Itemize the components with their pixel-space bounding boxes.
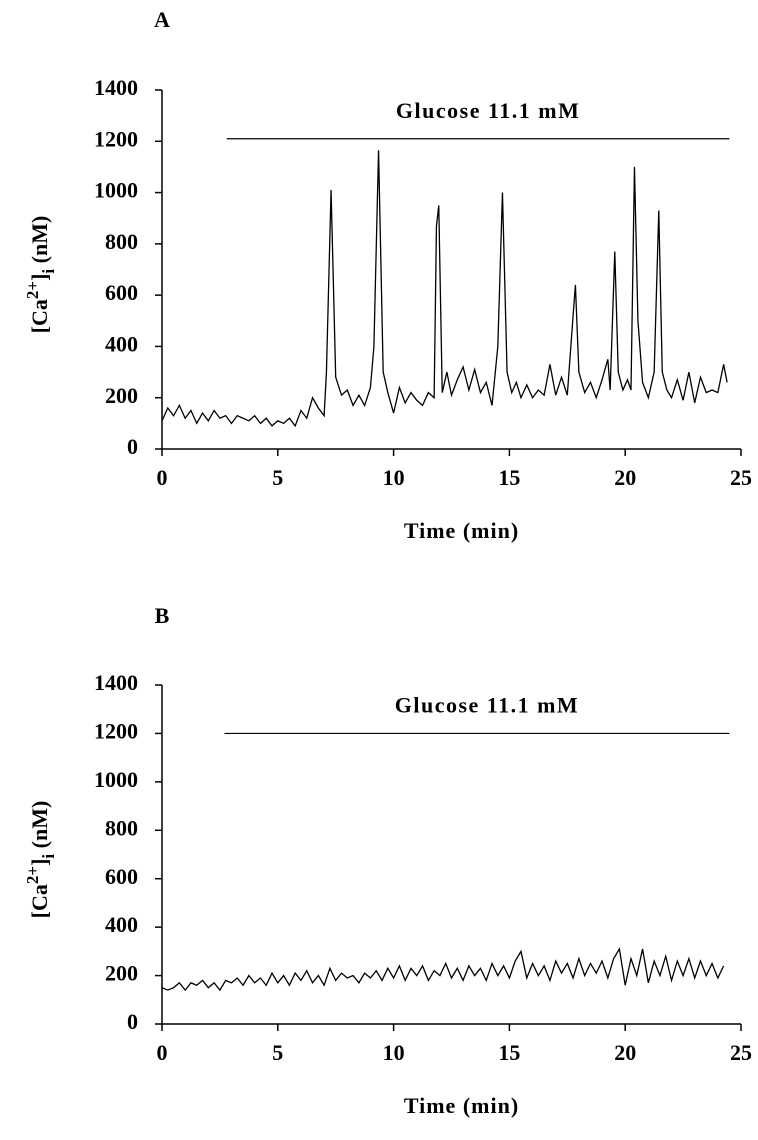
y-axis-label-part: 2+ bbox=[23, 866, 42, 884]
x-tick-label: 15 bbox=[498, 1040, 520, 1065]
y-tick-label: 200 bbox=[105, 961, 138, 986]
y-axis-label-part: [Ca bbox=[27, 884, 52, 918]
y-tick-label: 1000 bbox=[94, 767, 138, 792]
x-axis-label: Time (min) bbox=[404, 1093, 519, 1118]
y-axis-label-part: 2+ bbox=[23, 281, 42, 299]
x-tick-label: 5 bbox=[272, 1040, 283, 1065]
y-tick-label: 1000 bbox=[94, 178, 138, 203]
data-line bbox=[161, 947, 725, 992]
y-tick-label: 1200 bbox=[94, 718, 138, 743]
data-line bbox=[161, 150, 728, 428]
y-axis-label: [Ca2+]i (nM) bbox=[23, 801, 58, 919]
y-tick-label: 1200 bbox=[94, 126, 138, 151]
y-tick-label: 600 bbox=[105, 280, 138, 305]
x-tick-label: 10 bbox=[383, 465, 405, 490]
y-axis-label-part: i bbox=[39, 269, 58, 274]
y-tick-label: 1400 bbox=[94, 670, 138, 695]
panel-label: B bbox=[155, 603, 170, 628]
y-axis-label-part: ] bbox=[27, 859, 52, 866]
x-tick-label: 0 bbox=[157, 465, 168, 490]
y-tick-label: 400 bbox=[105, 912, 138, 937]
x-tick-label: 25 bbox=[730, 1040, 752, 1065]
y-tick-label: 400 bbox=[105, 331, 138, 356]
x-tick-label: 20 bbox=[614, 1040, 636, 1065]
x-tick-label: 0 bbox=[157, 1040, 168, 1065]
x-tick-label: 15 bbox=[498, 465, 520, 490]
x-tick-label: 25 bbox=[730, 465, 752, 490]
x-tick-label: 5 bbox=[272, 465, 283, 490]
y-axis-label-part: (nM) bbox=[27, 801, 52, 854]
y-tick-label: 0 bbox=[127, 434, 138, 459]
y-axis-label-part: [Ca bbox=[27, 299, 52, 333]
x-axis-label: Time (min) bbox=[404, 518, 519, 543]
y-axis-label-part: ] bbox=[27, 274, 52, 281]
y-axis-label-part: (nM) bbox=[27, 216, 52, 269]
y-tick-label: 800 bbox=[105, 229, 138, 254]
y-axis-label-part: i bbox=[39, 854, 58, 859]
y-tick-label: 600 bbox=[105, 864, 138, 889]
y-tick-label: 800 bbox=[105, 815, 138, 840]
y-axis-label: [Ca2+]i (nM) bbox=[23, 216, 58, 334]
annotation-text: Glucose 11.1 mM bbox=[396, 98, 580, 123]
panel-label: A bbox=[154, 7, 170, 32]
x-tick-label: 20 bbox=[614, 465, 636, 490]
x-tick-label: 10 bbox=[383, 1040, 405, 1065]
annotation-text: Glucose 11.1 mM bbox=[395, 692, 579, 717]
y-tick-label: 200 bbox=[105, 383, 138, 408]
y-tick-label: 1400 bbox=[94, 75, 138, 100]
y-tick-label: 0 bbox=[127, 1009, 138, 1034]
